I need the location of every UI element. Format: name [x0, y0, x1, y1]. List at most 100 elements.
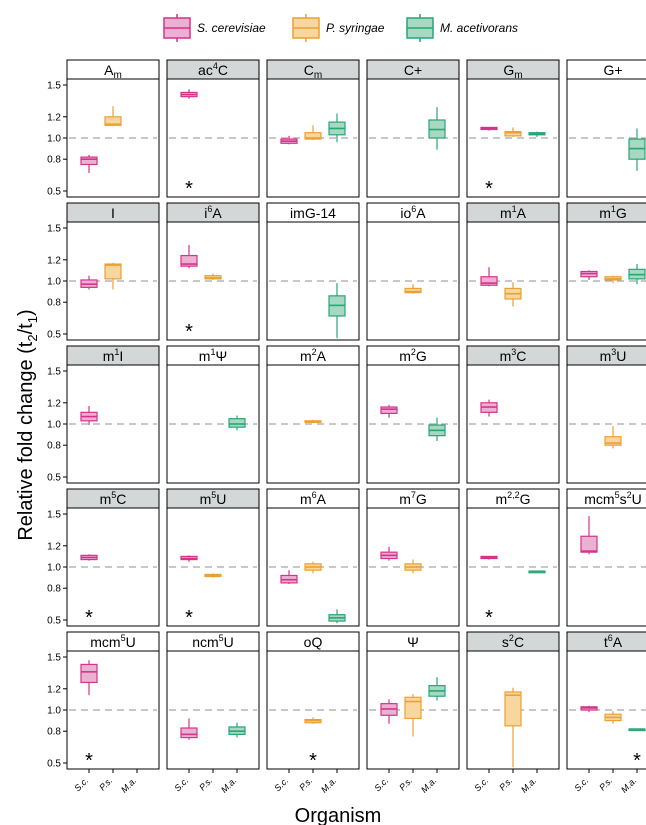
- panel-title: m2G: [399, 347, 427, 364]
- box-iqr: [80, 156, 98, 166]
- panel-title-text: s: [502, 634, 509, 650]
- box-s-cerevisiae: [180, 555, 198, 562]
- box-s-cerevisiae: [280, 135, 298, 145]
- x-tick-label: S.c.: [72, 775, 90, 793]
- box-s-cerevisiae: [480, 399, 498, 417]
- y-tick-label: 0.5: [47, 616, 61, 627]
- y-tick-label: 1.0: [47, 420, 61, 431]
- y-tick-label: 0.8: [47, 727, 61, 738]
- box-s-cerevisiae: [380, 699, 398, 724]
- panel-title: m1G: [599, 204, 627, 221]
- panel-mcm5u: mcm5U 0.5 0.8 1.0 1.2 1.5 S.c. P.s. M.a. *: [47, 631, 160, 795]
- y-tick-label: 1.5: [47, 653, 61, 664]
- box-iqr: [480, 276, 498, 286]
- panel-title-sup: 5: [615, 490, 620, 500]
- x-tick-label: P.s.: [597, 775, 614, 792]
- box-s-cerevisiae: [80, 154, 98, 173]
- panel-title-sup: 4: [213, 61, 218, 71]
- panel-title-sup: 1: [512, 204, 517, 214]
- panel-mcm5s2u: mcm5s2U: [566, 488, 646, 627]
- panel-title-sup: 5: [219, 633, 224, 643]
- box-p-syringae: [604, 426, 622, 449]
- y-axis-title-end: ): [15, 309, 37, 316]
- panel-t6a: t6A S.c. P.s. M.a. *: [566, 631, 646, 795]
- box-s-cerevisiae: [580, 516, 598, 555]
- box-m-acetivorans: [428, 677, 446, 701]
- significance-star: *: [85, 750, 93, 772]
- panel-title-text: m: [600, 348, 612, 364]
- box-s-cerevisiae: [180, 244, 198, 269]
- box-m-acetivorans: [328, 283, 346, 339]
- panel-m2g: m2G: [366, 345, 460, 484]
- box-s-cerevisiae: [380, 546, 398, 561]
- panel-m1g: m1G: [566, 202, 646, 341]
- box-p-syringae: [104, 106, 122, 126]
- box-p-syringae: [204, 573, 222, 578]
- panel-title: G+: [603, 62, 622, 78]
- box-iqr: [504, 131, 522, 137]
- panel-title-text: m: [399, 491, 411, 507]
- panel-title: m5C: [100, 490, 127, 507]
- box-iqr: [104, 263, 122, 280]
- panel-title-text: G: [416, 348, 427, 364]
- panel-title-sup: 2: [312, 347, 317, 357]
- box-m-acetivorans: [428, 107, 446, 150]
- box-iqr: [104, 116, 122, 126]
- panel-title: Cm: [304, 62, 322, 81]
- panel-title-sup: 6: [207, 204, 212, 214]
- box-s-cerevisiae: [580, 705, 598, 713]
- box-p-syringae: [504, 687, 522, 768]
- legend-item-s-cerevisiae: S. cerevisiae: [163, 14, 266, 42]
- panel-title: Gm: [503, 62, 522, 81]
- panel-title: m2A: [300, 347, 327, 364]
- panel-title-sup: 5: [111, 490, 116, 500]
- panel-title-text: mcm: [584, 491, 614, 507]
- panel-title-sup: 1: [210, 347, 215, 357]
- x-tick-label: M.a.: [319, 775, 338, 794]
- significance-star: *: [185, 607, 193, 629]
- panel-title: m2,2G: [495, 490, 530, 507]
- box-m-acetivorans: [328, 113, 346, 143]
- significance-star: *: [633, 750, 641, 772]
- panel-m1-: m1Ψ: [166, 345, 260, 484]
- y-tick-label: 1.2: [47, 398, 61, 409]
- panel-title-text: A: [104, 62, 114, 78]
- panel-title-text: mcm: [90, 634, 120, 650]
- panel-m2-2g: m2,2G *: [466, 488, 560, 629]
- box-iqr: [504, 691, 522, 727]
- panel-title-text: C: [218, 62, 228, 78]
- y-tick-label: 0.8: [47, 298, 61, 309]
- panel-title: m1I: [103, 347, 124, 364]
- y-tick-label: 0.8: [47, 441, 61, 452]
- box-s-cerevisiae: [180, 89, 198, 99]
- panel-title-text: I: [111, 205, 115, 221]
- panel-title-text: U: [216, 491, 226, 507]
- panel-io6a: io6A: [366, 202, 460, 341]
- box-p-syringae: [304, 125, 322, 141]
- panel-gm: Gm *: [466, 59, 560, 200]
- y-tick-label: 1.2: [47, 684, 61, 695]
- panel-title-text: ncm: [192, 634, 218, 650]
- y-tick-label: 1.2: [47, 112, 61, 123]
- panel-title-text: m: [103, 348, 115, 364]
- box-m-acetivorans: [628, 728, 646, 732]
- x-tick-label: M.a.: [219, 775, 238, 794]
- panel-title-text: C: [516, 348, 526, 364]
- y-tick-label: 1.0: [47, 277, 61, 288]
- panel-title-text: m: [599, 205, 611, 221]
- y-tick-label: 0.8: [47, 155, 61, 166]
- panel-title-text: G: [616, 205, 627, 221]
- x-tick-label: S.c.: [172, 775, 190, 793]
- panel-title-text: G: [503, 62, 514, 78]
- box-iqr: [180, 727, 198, 739]
- box-iqr: [404, 287, 422, 294]
- panel-title: s2C: [502, 633, 524, 650]
- box-s-cerevisiae: [380, 404, 398, 418]
- y-axis-title-sub2: 1: [25, 316, 40, 323]
- panel-title-text: U: [632, 491, 642, 507]
- panel-title-text: m: [300, 348, 312, 364]
- panel-title-text: oQ: [304, 634, 323, 650]
- y-tick-label: 1.0: [47, 563, 61, 574]
- panel-title-text: m: [100, 491, 112, 507]
